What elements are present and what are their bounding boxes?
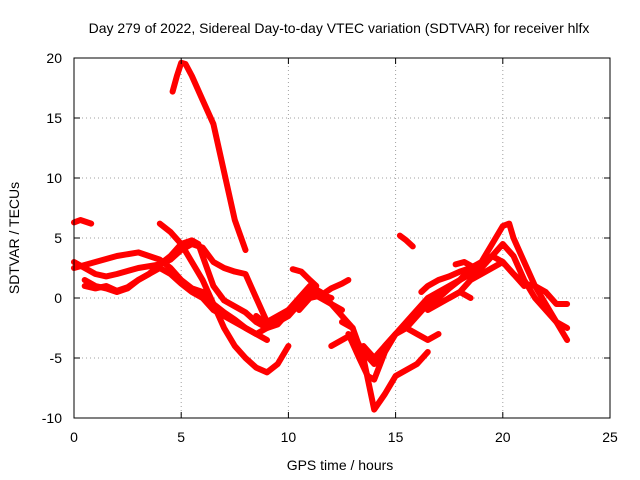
y-tick-label: -5 — [50, 350, 63, 366]
y-tick-label: -10 — [42, 410, 62, 426]
x-tick-label: 25 — [602, 429, 618, 445]
series-line-track-t — [446, 259, 528, 301]
x-axis-title: GPS time / hours — [287, 457, 394, 473]
series-line-track-r — [396, 232, 416, 250]
y-axis-title: SDTVAR / TECUs — [6, 182, 22, 294]
x-tick-label: 15 — [388, 429, 404, 445]
x-tick-label: 5 — [177, 429, 185, 445]
series-line-track-a — [71, 217, 95, 227]
series-line-track-g — [169, 59, 249, 253]
series-line-track-i — [264, 283, 356, 331]
series-line-track-m — [339, 319, 431, 413]
x-tick-label: 10 — [281, 429, 297, 445]
series-line-track-p — [418, 253, 571, 307]
x-tick-label: 0 — [70, 429, 78, 445]
grid-lines — [74, 58, 610, 418]
series-line-track-o — [360, 220, 571, 361]
series-line-track-f — [156, 220, 292, 376]
y-tick-label: 5 — [54, 230, 62, 246]
series-line-track-e — [81, 265, 270, 343]
y-tick-label: 10 — [46, 170, 62, 186]
tick-labels: 0 5 10 15 20 25 -10 -5 0 5 10 15 20 — [42, 50, 618, 445]
series-line-track-s — [452, 259, 478, 271]
chart-title: Day 279 of 2022, Sidereal Day-to-day VTE… — [89, 20, 590, 36]
series-line-track-b — [71, 241, 270, 325]
series-line-track-k — [296, 277, 352, 313]
x-tick-label: 20 — [495, 429, 511, 445]
y-tick-label: 15 — [46, 110, 62, 126]
data-series-group — [71, 59, 571, 413]
y-tick-label: 0 — [54, 290, 62, 306]
series-line-track-j — [289, 266, 320, 289]
axis-ticks — [73, 57, 611, 419]
y-tick-label: 20 — [46, 50, 62, 66]
